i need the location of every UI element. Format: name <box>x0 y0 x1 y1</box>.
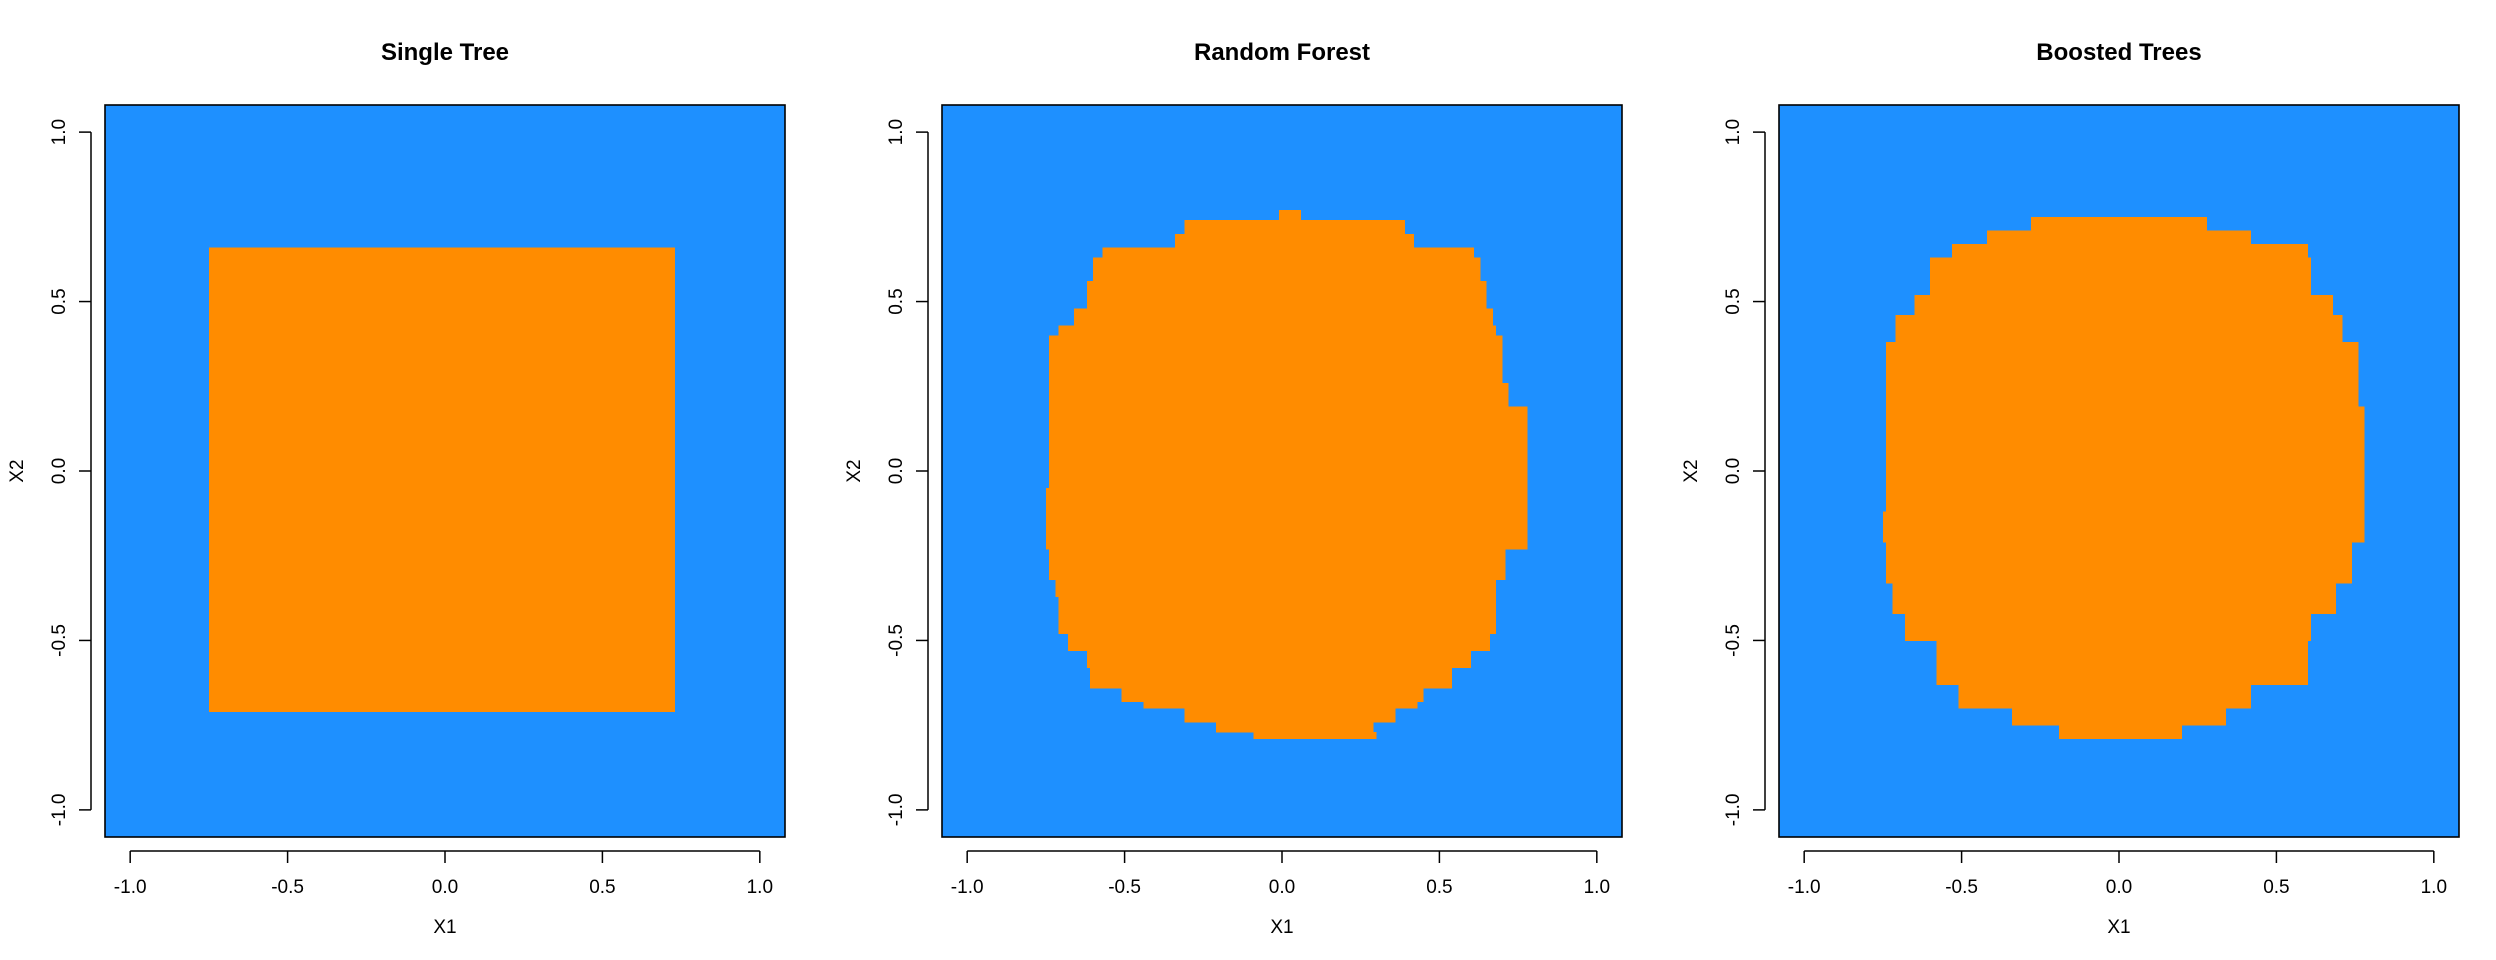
y-tick-label: 0.5 <box>1723 288 1744 314</box>
y-tick-label: 0.0 <box>886 458 907 484</box>
plot-title: Single Tree <box>381 39 509 66</box>
class-1-region-cell <box>1102 247 1475 258</box>
class-1-region-cell <box>1093 257 1481 282</box>
plot-frame <box>104 104 786 838</box>
x-axis-label: X1 <box>433 917 456 938</box>
x-tick-label: 1.0 <box>1584 877 1610 898</box>
y-tick-label: -0.5 <box>886 624 907 657</box>
x-tick-label: 0.0 <box>1269 877 1295 898</box>
class-1-region-cell <box>1184 708 1396 723</box>
x-tick-label: 0.5 <box>589 877 615 898</box>
x-tick-label: -0.5 <box>271 877 304 898</box>
class-1-region-cell <box>1184 220 1405 235</box>
y-axis-label: X2 <box>844 459 865 482</box>
x-tick-label: 0.5 <box>2263 877 2289 898</box>
x-tick-label: 1.0 <box>747 877 773 898</box>
class-1-region-cell <box>1089 667 1452 689</box>
x-axis-label: X1 <box>1270 917 1293 938</box>
class-1-region-cell <box>1215 721 1374 733</box>
plot-frame <box>1778 104 2460 838</box>
class-1-region-cell <box>1952 243 2308 258</box>
class-1-region-cell <box>1049 406 1528 489</box>
y-tick-label: 1.0 <box>886 119 907 145</box>
y-tick-label: 0.5 <box>886 288 907 314</box>
class-1-region-cell <box>2011 708 2227 726</box>
class-1-region-cell <box>1886 342 2359 408</box>
y-axis-label: X2 <box>7 459 28 482</box>
y-tick-label: -1.0 <box>886 794 907 827</box>
class-1-region-cell <box>1886 406 2365 513</box>
class-1-region-cell <box>1049 335 1503 384</box>
class-1-region-cell <box>1278 210 1301 221</box>
x-tick-label: 0.0 <box>432 877 458 898</box>
class-1-region-cell <box>1049 548 1506 580</box>
x-tick-label: 0.5 <box>1426 877 1452 898</box>
class-1-region-cell <box>1904 613 2312 641</box>
x-tick-label: 0.0 <box>2106 877 2132 898</box>
class-1-region-cell <box>1958 684 2252 709</box>
y-axis-label: X2 <box>1681 459 1702 482</box>
y-tick-label: 1.0 <box>49 119 70 145</box>
y-tick-label: -0.5 <box>1723 624 1744 657</box>
plot-frame <box>941 104 1623 838</box>
y-tick-label: -1.0 <box>49 794 70 827</box>
class-1-region-cell <box>1174 233 1415 248</box>
class-1-region-cell <box>1886 542 2352 584</box>
x-tick-label: -0.5 <box>1945 877 1978 898</box>
class-1-region-cell <box>1121 687 1424 702</box>
class-1-region-cell <box>1914 294 2334 316</box>
class-1-region-cell <box>1882 511 2365 543</box>
panel-2: Random Forest -1.0 -0.5 0.0 0.5 1.0 X1 -1.0 -0.5… <box>844 39 1623 938</box>
x-tick-label: -1.0 <box>114 877 147 898</box>
class-1-region-cell <box>2030 216 2208 231</box>
x-tick-label: -0.5 <box>1108 877 1141 898</box>
class-1-region-cell <box>1074 308 1493 326</box>
class-1-region-cell <box>1055 579 1497 597</box>
panel-1: Single Tree -1.0 -0.5 0.0 0.5 1.0 X1 -1.0 -0.5 0.… <box>7 39 786 938</box>
class-1-region-cell <box>1049 382 1509 408</box>
y-tick-label: 0.5 <box>49 288 70 314</box>
class-1-region-cell <box>1067 633 1490 652</box>
plot-title: Boosted Trees <box>2036 39 2201 66</box>
class-1-region-cell <box>1930 257 2312 296</box>
class-1-region-cell <box>1058 596 1497 635</box>
panel-3: Boosted Trees -1.0 -0.5 0.0 0.5 1.0 X1 -1.0 -0.5… <box>1681 39 2460 938</box>
y-tick-label: 0.0 <box>49 458 70 484</box>
x-tick-label: -1.0 <box>951 877 984 898</box>
class-1-region-cell <box>1253 731 1377 740</box>
class-1-region-cell <box>2059 725 2182 740</box>
class-1-region-cell <box>1986 230 2252 245</box>
y-tick-label: 0.0 <box>1723 458 1744 484</box>
class-1-region-cell <box>208 247 675 713</box>
class-1-region-cell <box>1936 640 2308 685</box>
class-1-region-cell <box>1045 487 1528 550</box>
y-tick-label: -0.5 <box>49 624 70 657</box>
y-tick-label: 1.0 <box>1723 119 1744 145</box>
class-1-region-cell <box>1058 325 1497 336</box>
x-tick-label: 1.0 <box>2421 877 2447 898</box>
class-1-region-cell <box>1892 582 2337 614</box>
class-1-region-cell <box>1895 315 2343 343</box>
plot-title: Random Forest <box>1194 39 1370 66</box>
class-1-region-cell <box>1143 701 1418 709</box>
x-axis-label: X1 <box>2107 917 2130 938</box>
class-1-region-cell <box>1086 281 1487 309</box>
class-1-region-cell <box>1086 650 1471 669</box>
y-tick-label: -1.0 <box>1723 794 1744 827</box>
x-tick-label: -1.0 <box>1788 877 1821 898</box>
